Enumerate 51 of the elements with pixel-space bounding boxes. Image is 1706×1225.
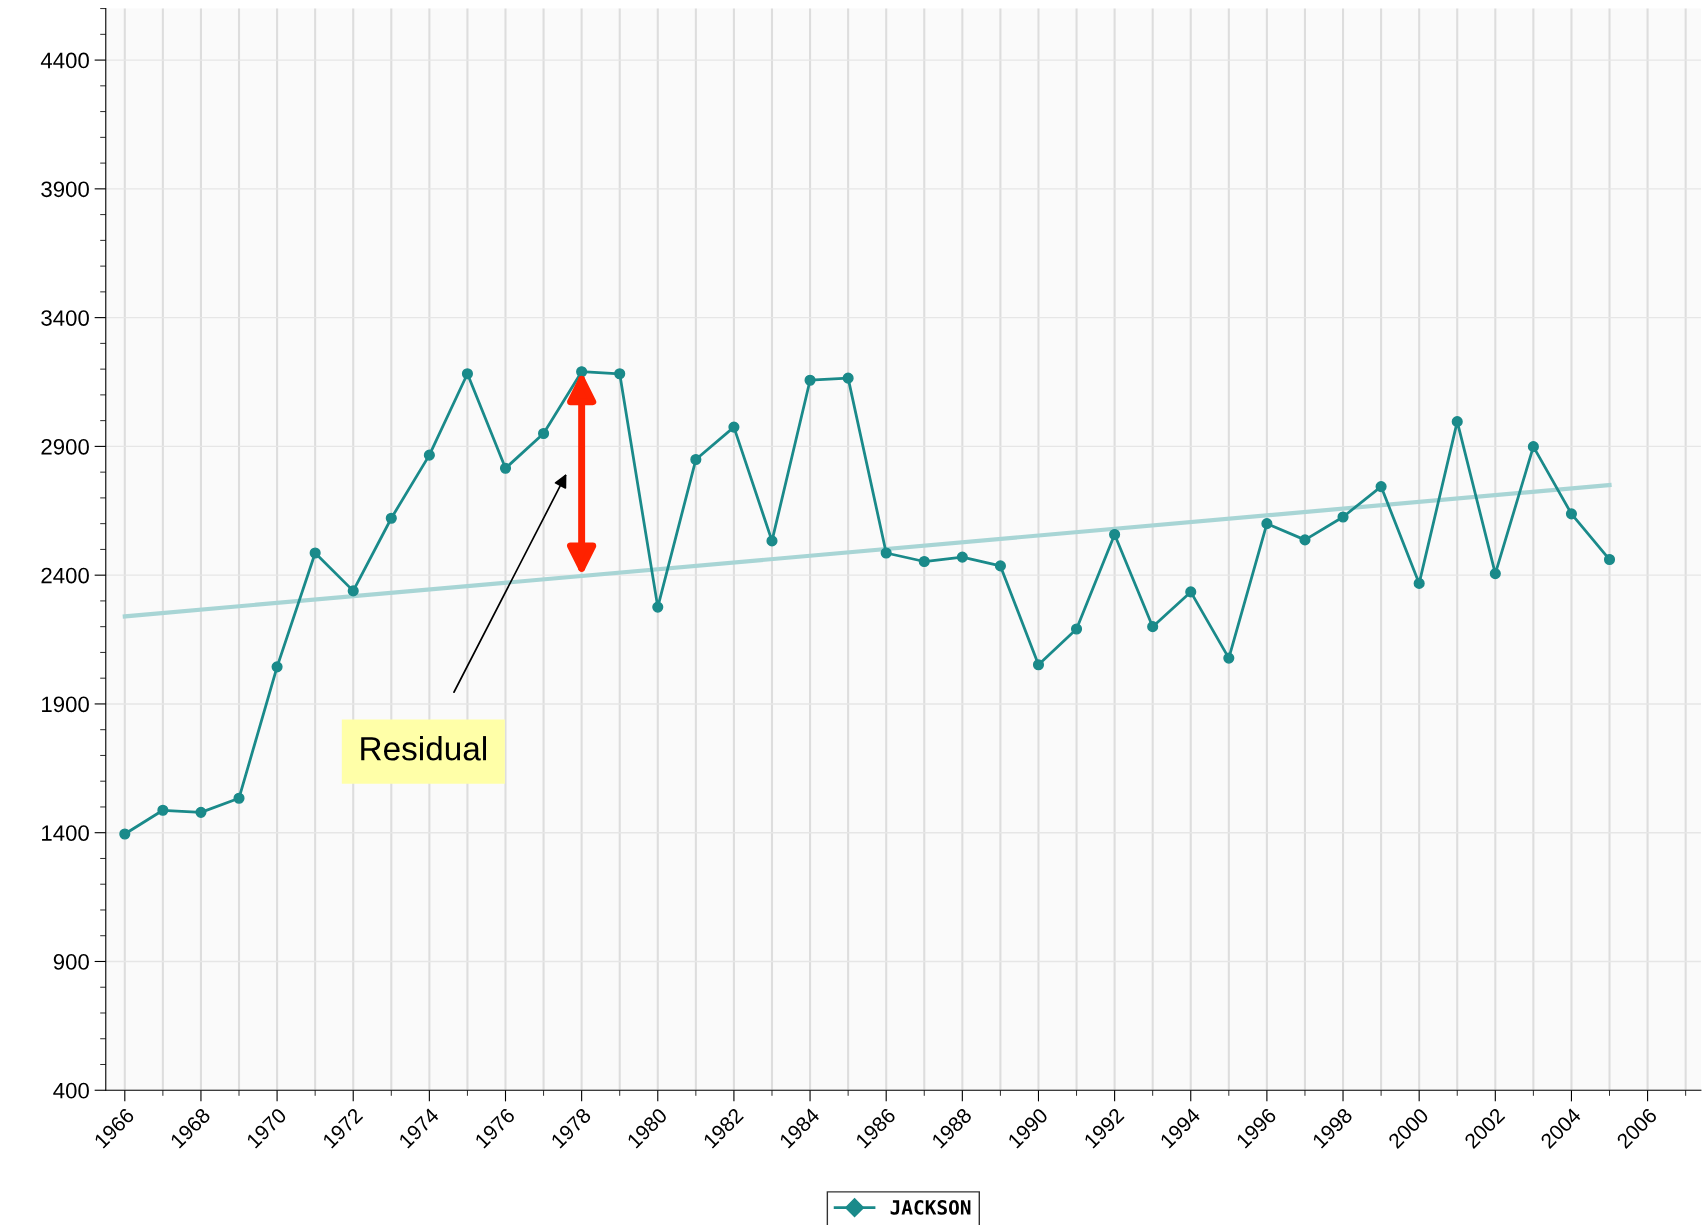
point <box>918 555 930 568</box>
y-tick-label: 4400 <box>40 52 89 69</box>
point <box>1489 568 1501 580</box>
point <box>1147 621 1159 633</box>
y-tick-label: 1900 <box>42 696 89 713</box>
point <box>461 368 473 380</box>
point <box>1299 534 1311 546</box>
point <box>1223 652 1235 664</box>
annotation: Residual <box>361 736 486 761</box>
point <box>842 372 854 384</box>
point <box>1565 508 1578 520</box>
point <box>1337 511 1349 523</box>
point <box>1261 518 1273 530</box>
point <box>1603 553 1616 566</box>
point <box>1032 659 1045 671</box>
point <box>614 368 626 380</box>
point <box>538 427 550 440</box>
point <box>195 806 207 818</box>
point <box>804 374 816 386</box>
point <box>119 828 131 840</box>
point <box>576 366 588 378</box>
point <box>1375 481 1387 493</box>
y-tick-label: 2400 <box>41 567 89 584</box>
y-tick-label: 900 <box>53 954 89 970</box>
point <box>423 449 435 461</box>
point <box>690 453 702 466</box>
point <box>652 601 664 613</box>
point <box>271 661 283 673</box>
point <box>385 512 397 524</box>
point <box>728 421 740 433</box>
point <box>994 560 1006 572</box>
point <box>956 551 968 563</box>
point <box>880 547 892 559</box>
y-tick-label: 400 <box>53 1082 89 1099</box>
point <box>766 535 778 547</box>
point <box>309 547 321 559</box>
legend-label: JACKSON <box>890 1200 971 1215</box>
y-tick-label: 1400 <box>42 825 89 841</box>
point <box>1185 586 1197 598</box>
y-tick-label: 3900 <box>41 181 89 198</box>
y-tick-label: 2900 <box>41 438 89 455</box>
point <box>1451 416 1463 428</box>
point <box>157 804 169 816</box>
point <box>347 585 359 597</box>
point <box>1413 577 1425 589</box>
y-tick-label: 3400 <box>41 310 89 326</box>
point <box>1527 441 1539 453</box>
point <box>1109 528 1121 541</box>
point <box>1070 623 1083 635</box>
point <box>499 462 512 474</box>
point <box>233 792 245 804</box>
